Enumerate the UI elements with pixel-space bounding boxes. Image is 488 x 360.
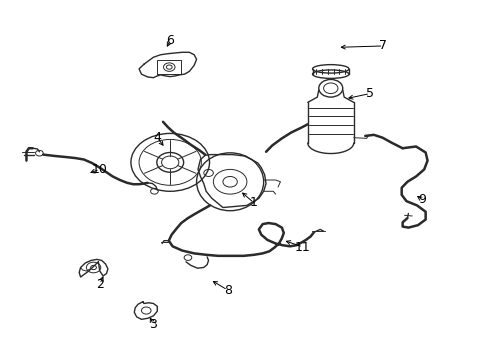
Text: 8: 8 (224, 284, 231, 297)
Text: 11: 11 (294, 240, 310, 253)
Text: 4: 4 (153, 131, 161, 144)
Text: 2: 2 (96, 278, 103, 291)
Text: 5: 5 (366, 87, 373, 100)
Text: 1: 1 (250, 197, 258, 210)
Text: 10: 10 (92, 163, 107, 176)
Text: 6: 6 (166, 34, 174, 47)
Text: 7: 7 (379, 40, 386, 53)
Text: 9: 9 (417, 193, 425, 206)
Text: 3: 3 (149, 318, 157, 331)
